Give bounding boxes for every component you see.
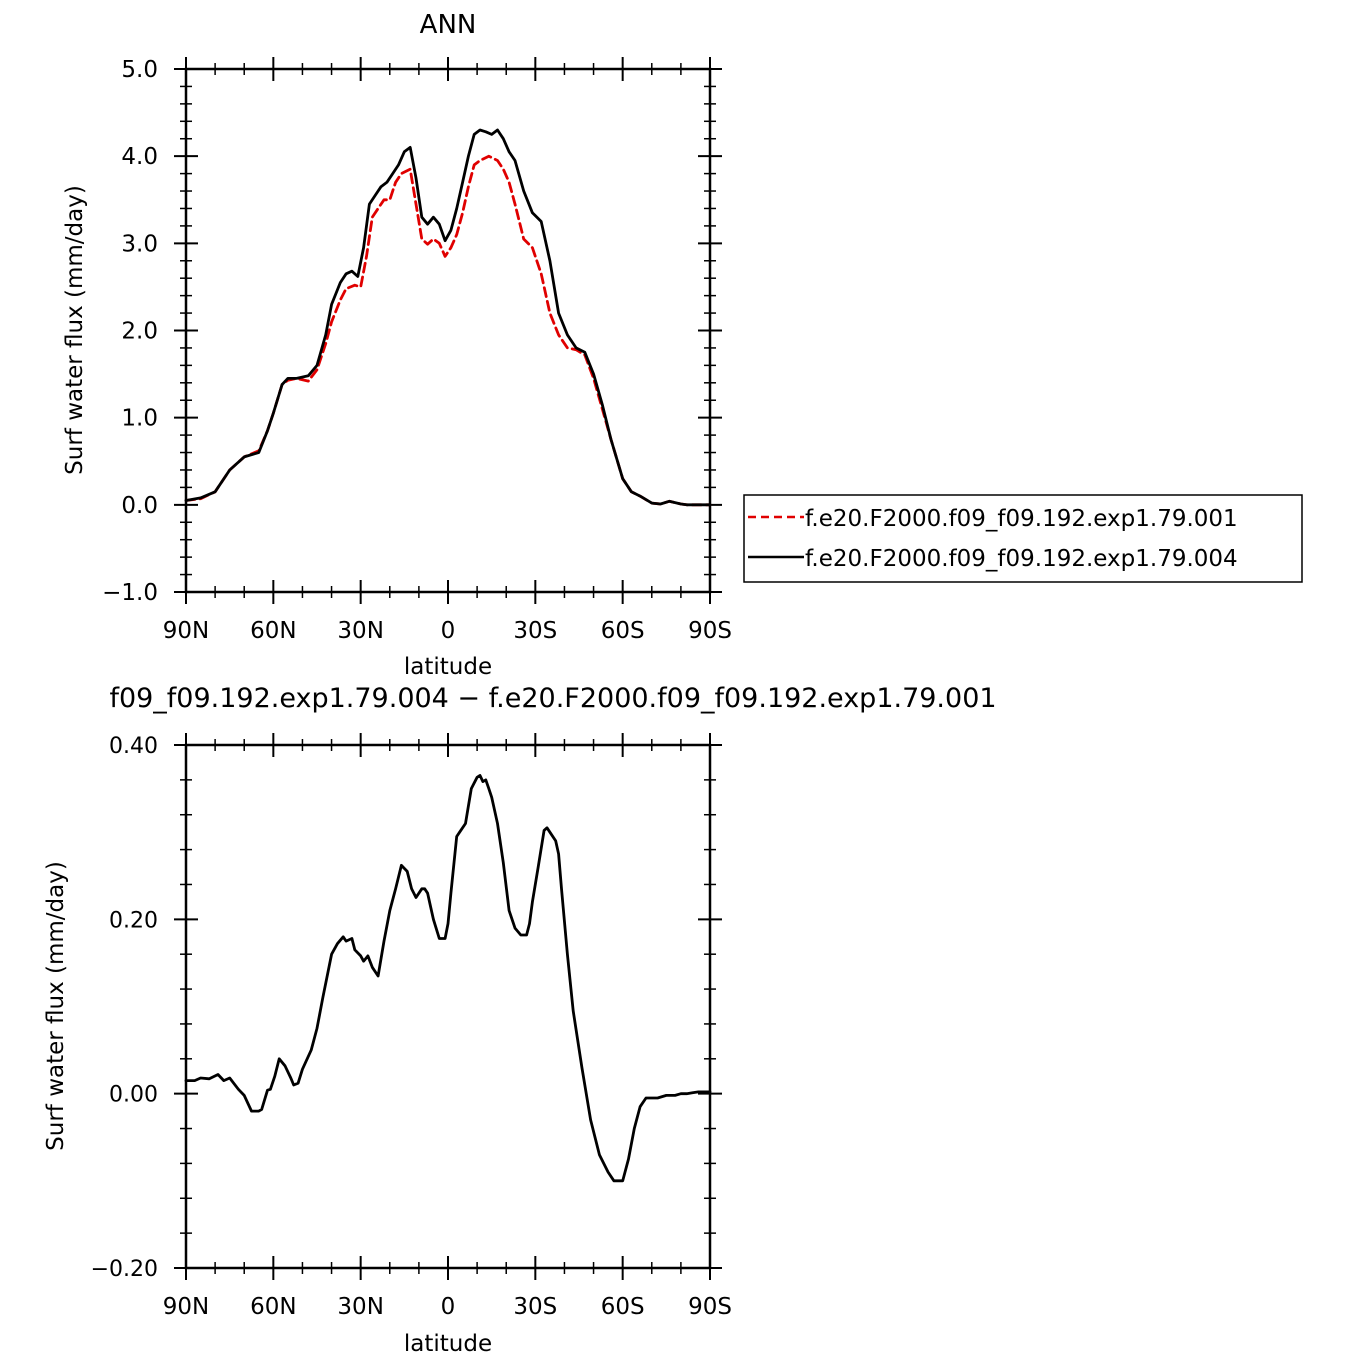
top-chart-ytick-label: 3.0 xyxy=(121,231,158,257)
bottom-chart-ytick-label: 0.00 xyxy=(109,1083,158,1108)
bottom-chart-ytick-label: −0.20 xyxy=(91,1257,158,1282)
top-chart-xlabel: latitude xyxy=(404,654,492,680)
top-chart-xtick-label: 90S xyxy=(688,618,732,644)
top-chart-xtick-label: 60N xyxy=(250,618,296,644)
top-chart-xtick-label: 60S xyxy=(601,618,645,644)
top-chart-ytick-label: 4.0 xyxy=(121,144,158,170)
top-chart-ytick-label: 5.0 xyxy=(121,57,158,83)
top-chart-ytick-label: −1.0 xyxy=(102,580,158,606)
bottom-chart-ylabel: Surf water flux (mm/day) xyxy=(43,861,69,1151)
bottom-chart-panel: f09_f09.192.exp1.79.004 − f.e20.F2000.f0… xyxy=(43,683,997,1357)
top-chart-xtick-label: 90N xyxy=(163,618,209,644)
legend-box xyxy=(743,494,1303,583)
bottom-chart-xtick-label: 30S xyxy=(513,1294,557,1320)
legend-label-001: f.e20.F2000.f09_f09.192.exp1.79.001 xyxy=(805,506,1238,532)
bottom-chart-xtick-label: 90N xyxy=(163,1294,209,1320)
bottom-chart-xtick-label: 60N xyxy=(250,1294,296,1320)
top-chart-legend: f.e20.F2000.f09_f09.192.exp1.79.001 f.e2… xyxy=(743,494,1303,583)
bottom-chart-xtick-label: 30N xyxy=(337,1294,383,1320)
bottom-chart-ytick-label: 0.20 xyxy=(109,908,158,933)
legend-label-004: f.e20.F2000.f09_f09.192.exp1.79.004 xyxy=(805,546,1238,572)
top-chart-xtick-label: 30N xyxy=(337,618,383,644)
top-chart-series-line-1 xyxy=(184,154,712,507)
top-chart-frame xyxy=(184,67,712,594)
top-chart-panel: ANN Surf water flux (mm/day) latitude −1… xyxy=(62,10,1303,680)
top-chart-series-line-2 xyxy=(184,128,712,507)
top-chart-ytick-label: 2.0 xyxy=(121,319,158,345)
bottom-chart-xtick-label: 0 xyxy=(441,1294,456,1320)
bottom-chart-title: f09_f09.192.exp1.79.004 − f.e20.F2000.f0… xyxy=(109,683,996,714)
top-chart-ytick-label: 1.0 xyxy=(121,406,158,432)
bottom-chart-frame xyxy=(184,743,712,1270)
top-chart-xtick-label: 30S xyxy=(513,618,557,644)
bottom-chart-xtick-label: 90S xyxy=(688,1294,732,1320)
top-chart-ylabel: Surf water flux (mm/day) xyxy=(62,185,88,475)
bottom-chart-ytick-label: 0.40 xyxy=(109,734,158,759)
top-chart-ytick-label: 0.0 xyxy=(121,493,158,519)
top-chart-xtick-label: 0 xyxy=(441,618,456,644)
bottom-chart-xlabel: latitude xyxy=(404,1331,492,1357)
bottom-chart-xtick-label: 60S xyxy=(601,1294,645,1320)
bottom-chart-series-line-1 xyxy=(184,774,712,1183)
top-chart-title: ANN xyxy=(420,10,477,40)
